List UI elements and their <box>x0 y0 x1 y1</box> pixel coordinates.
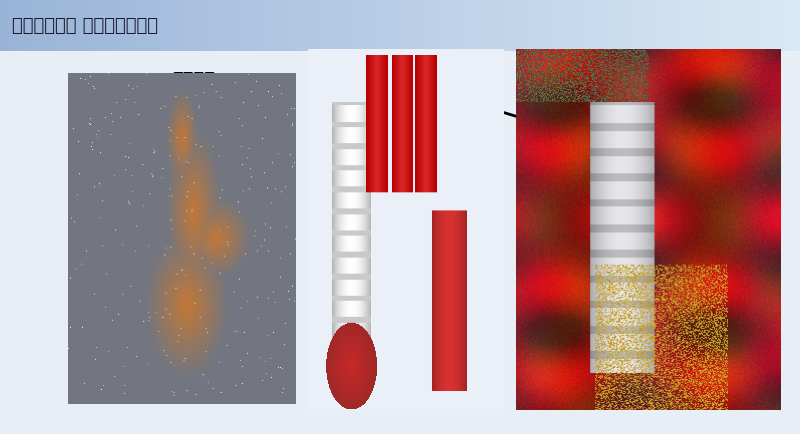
Bar <box>494 0 508 52</box>
Text: 人工血管: 人工血管 <box>369 71 412 89</box>
Bar <box>386 0 401 52</box>
Bar <box>760 0 774 52</box>
Bar <box>680 0 694 52</box>
Bar <box>360 0 374 52</box>
Bar <box>346 0 361 52</box>
Text: 手術写真: 手術写真 <box>703 381 743 399</box>
Bar <box>694 0 708 52</box>
Bar <box>174 0 188 52</box>
Bar <box>454 0 468 52</box>
Bar <box>706 0 721 52</box>
Bar <box>266 0 281 52</box>
Bar <box>374 0 388 52</box>
Bar <box>54 0 68 52</box>
Bar <box>546 0 561 52</box>
Bar <box>626 0 641 52</box>
Bar <box>426 0 441 52</box>
Bar <box>400 0 414 52</box>
Bar <box>14 0 28 52</box>
Text: 胸部大動脈瘤 人工血管置換術: 胸部大動脈瘤 人工血管置換術 <box>12 17 158 35</box>
Bar <box>614 0 628 52</box>
Bar <box>146 0 161 52</box>
Bar <box>94 0 108 52</box>
Bar <box>106 0 121 52</box>
Bar <box>586 0 601 52</box>
Bar <box>670 374 776 406</box>
Bar <box>480 0 494 52</box>
Bar <box>320 0 334 52</box>
Bar <box>466 0 481 52</box>
Bar <box>306 0 321 52</box>
Bar <box>40 0 54 52</box>
Bar <box>280 0 294 52</box>
Bar <box>66 0 81 52</box>
Bar <box>0 0 14 52</box>
Bar <box>200 0 214 52</box>
Bar <box>654 0 668 52</box>
Bar <box>334 0 348 52</box>
Bar <box>734 0 748 52</box>
Bar <box>520 0 534 52</box>
Text: 術前CT: 術前CT <box>98 375 142 393</box>
Bar <box>786 0 800 52</box>
Bar <box>666 0 681 52</box>
Bar <box>186 0 201 52</box>
Bar <box>240 0 254 52</box>
Bar <box>72 368 167 400</box>
Bar <box>574 0 588 52</box>
Bar <box>506 0 521 52</box>
Text: 大動脈瘤: 大動脈瘤 <box>172 71 215 89</box>
Bar <box>134 0 148 52</box>
Bar <box>254 0 268 52</box>
Bar <box>80 0 94 52</box>
Bar <box>560 0 574 52</box>
Bar <box>160 0 174 52</box>
Bar <box>294 0 308 52</box>
Bar <box>534 0 548 52</box>
Bar <box>440 0 454 52</box>
Bar <box>746 0 761 52</box>
Bar <box>226 0 241 52</box>
Bar <box>600 0 614 52</box>
Bar <box>414 0 428 52</box>
Bar <box>26 0 41 52</box>
Bar <box>120 0 134 52</box>
Bar <box>640 0 654 52</box>
Bar <box>214 0 228 52</box>
Bar <box>774 0 788 52</box>
Bar <box>720 0 734 52</box>
